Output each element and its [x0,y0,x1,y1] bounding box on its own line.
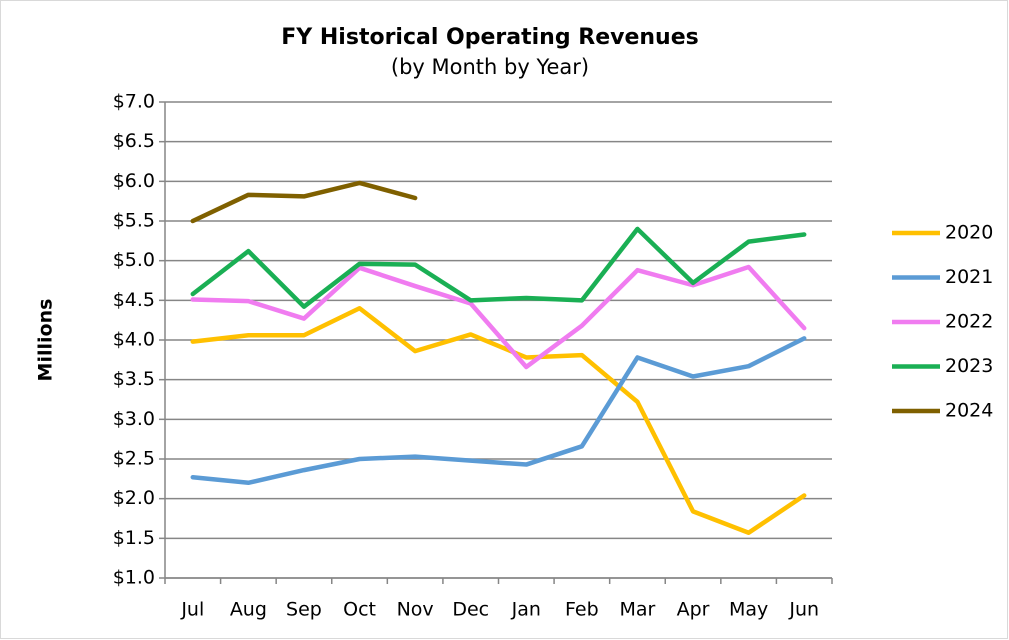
x-tick-label: Oct [343,599,376,621]
series-line [190,180,418,224]
y-tick-label: $3.5 [113,368,155,390]
chart-subtitle: (by Month by Year) [391,55,589,79]
x-tick-label: Mar [620,599,656,621]
y-tick-label: $6.5 [113,130,155,152]
series-line [190,336,807,486]
y-tick-label: $2.5 [113,448,155,470]
x-tick-label: Nov [397,599,434,621]
chart-title: FY Historical Operating Revenues [281,25,698,50]
x-tick-label: Jun [788,599,819,621]
legend-label: 2021 [945,266,993,288]
legend-label: 2023 [945,355,993,377]
y-tick-label: $1.5 [113,527,155,549]
series-line [190,264,807,370]
y-tick-label: $7.0 [113,91,155,113]
y-tick-label: $4.5 [113,289,155,311]
series-line [190,226,807,309]
legend-label: 2020 [945,222,993,244]
y-tick-label: $6.0 [113,170,155,192]
x-tick-label: Aug [230,599,267,621]
x-tick-label: Dec [452,599,489,621]
legend-label: 2024 [945,400,993,422]
x-tick-label: Jul [180,599,204,621]
x-tick-label: Feb [565,599,599,621]
y-tick-label: $5.5 [113,210,155,232]
series-line [190,306,807,536]
x-tick-label: May [729,599,768,621]
y-tick-label: $3.0 [113,408,155,430]
y-tick-label: $4.0 [113,329,155,351]
legend-label: 2022 [945,311,993,333]
x-tick-label: Sep [286,599,322,621]
x-tick-label: Apr [677,599,710,621]
y-axis-title: Millions [35,299,57,382]
x-tick-label: Jan [511,599,541,621]
y-tick-label: $1.0 [113,567,155,589]
y-tick-label: $5.0 [113,249,155,271]
y-tick-label: $2.0 [113,487,155,509]
